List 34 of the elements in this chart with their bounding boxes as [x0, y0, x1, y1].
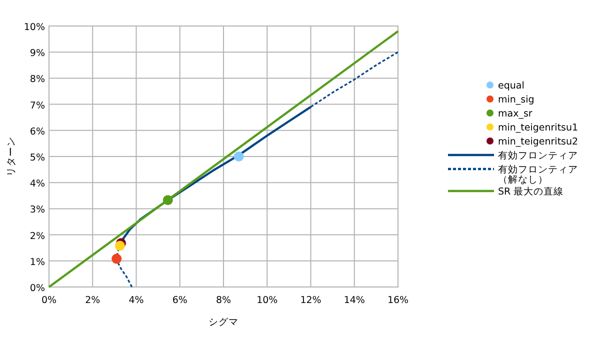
legend-label: 有効フロンティア	[498, 150, 578, 162]
legend-label: min_sig	[498, 94, 534, 106]
x-tick-label: 8%	[216, 295, 232, 306]
point	[234, 152, 244, 162]
y-axis-title: リターン	[6, 136, 17, 176]
point	[112, 254, 122, 264]
y-tick-label: 2%	[30, 230, 45, 242]
x-tick-label: 2%	[85, 295, 100, 306]
y-tick-label: 4%	[30, 178, 45, 190]
y-tick-label: 3%	[30, 204, 45, 216]
y-tick-label: 6%	[30, 126, 45, 138]
x-tick-label: 0%	[41, 295, 57, 306]
x-tick-label: 12%	[300, 295, 322, 306]
x-tick-label: 6%	[172, 295, 188, 306]
legend-label: 有効フロンティア（解なし）	[498, 164, 578, 186]
point	[114, 240, 125, 251]
point	[162, 195, 173, 206]
y-tick-label: 8%	[30, 74, 45, 86]
y-tick-label: 7%	[30, 100, 45, 112]
y-tick-label: 10%	[24, 22, 45, 33]
y-tick-label: 1%	[30, 256, 45, 268]
x-axis-title: シグマ	[208, 317, 238, 328]
x-tick-label: 10%	[256, 295, 278, 306]
y-tick-label: 5%	[30, 152, 45, 164]
legend-label: min_teigenritsu2	[498, 136, 578, 148]
x-tick-label: 14%	[344, 295, 365, 306]
legend-label: SR 最大の直線	[498, 186, 564, 198]
y-tick-label: 0%	[30, 283, 45, 294]
y-tick-label: 9%	[30, 48, 45, 60]
x-tick-label: 16%	[387, 295, 409, 306]
x-tick-label: 4%	[128, 295, 144, 306]
legend-label: equal	[498, 80, 524, 92]
legend-label: max_sr	[498, 108, 532, 120]
legend-label: min_teigenritsu1	[498, 122, 578, 134]
